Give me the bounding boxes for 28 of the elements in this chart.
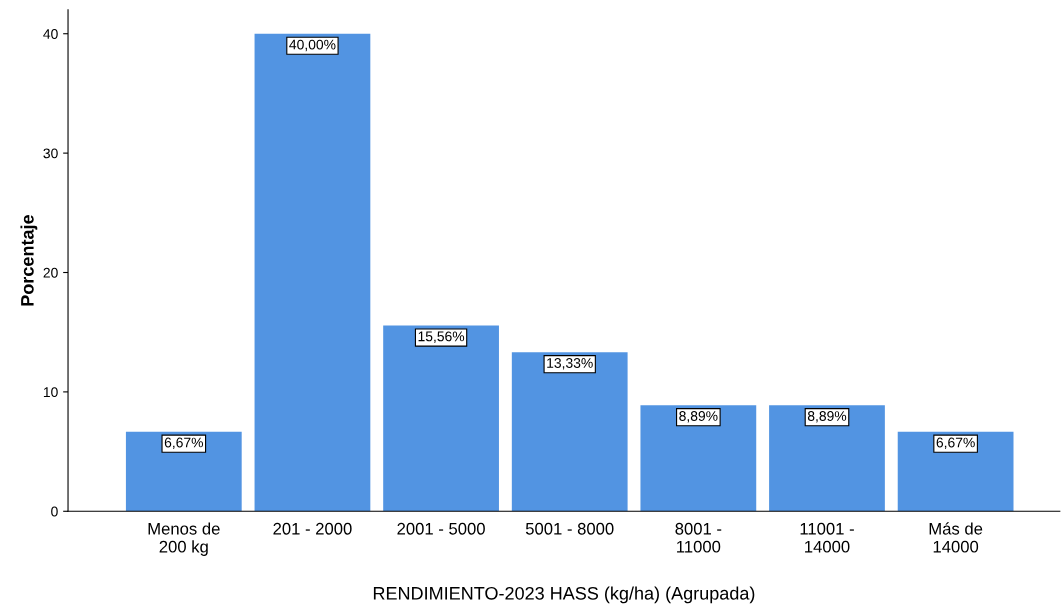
y-tick-label: 20	[43, 267, 58, 278]
data-label: 13,33%	[547, 358, 593, 370]
data-label: 6,67%	[936, 437, 975, 450]
bar	[125, 431, 242, 512]
bar	[769, 405, 885, 512]
y-tick-label: 0	[51, 506, 58, 517]
bar	[383, 325, 499, 512]
data-label: 8,89%	[807, 411, 847, 423]
bar	[897, 431, 1014, 512]
x-tick-label: 11001 - 14000	[800, 522, 854, 553]
x-tick-label: 201 - 2000	[273, 522, 352, 535]
x-tick-label: Menos de 200 kg	[148, 522, 220, 556]
y-tick-label: 30	[43, 148, 58, 159]
data-label: 8,89%	[679, 411, 718, 423]
data-label: 6,67%	[164, 437, 203, 450]
x-axis-title: RENDIMIENTO-2023 HASS (kg/ha) (Agrupada)	[373, 586, 755, 604]
y-axis-title: Porcentaje	[20, 215, 38, 306]
bar	[511, 352, 628, 512]
y-tick-label: 40	[43, 29, 58, 39]
bar	[254, 33, 371, 512]
bar	[640, 405, 757, 512]
x-tick-label: 8001 - 11000	[675, 522, 722, 553]
x-tick-label: 5001 - 8000	[525, 522, 614, 535]
data-label: 40,00%	[289, 39, 336, 52]
x-tick-label: Más de 14000	[929, 522, 983, 553]
data-label: 15,56%	[418, 331, 465, 343]
y-tick-label: 10	[43, 387, 58, 398]
x-tick-label: 2001 - 5000	[397, 522, 485, 535]
